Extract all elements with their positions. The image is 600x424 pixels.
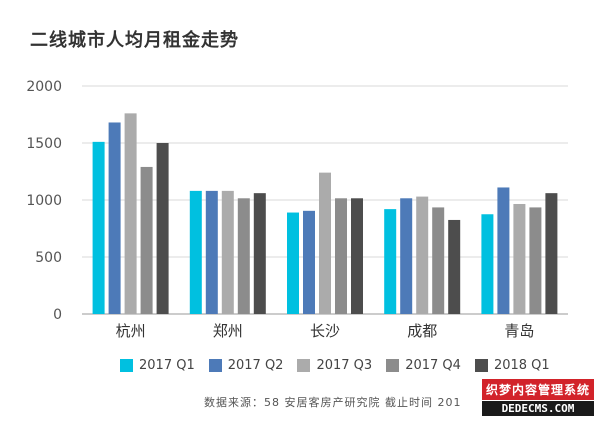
chart-legend: 2017 Q1 2017 Q2 2017 Q3 2017 Q4 2018 Q1 [120,356,564,374]
legend-swatch [297,358,311,372]
y-tick-label: 2000 [26,79,62,95]
legend-label: 2018 Q1 [493,357,550,373]
bar [253,193,266,314]
legend-item: 2017 Q1 [120,358,195,373]
legend-swatch [386,358,400,372]
x-tick-label: 杭州 [116,322,146,340]
bar [351,198,363,314]
watermark-logo: 织梦内容管理系统 DEDECMS.COM [481,379,594,416]
legend-swatch [120,358,133,372]
legend-item: 2018 Q1 [474,357,550,373]
bar [221,190,234,314]
bar [335,198,347,314]
bar [545,193,558,314]
bar [303,210,315,314]
legend-item: 2017 Q3 [297,358,372,373]
bar [108,122,121,314]
bar [124,113,137,314]
bar [205,190,218,314]
bar [513,203,526,314]
bar [497,187,510,314]
watermark-line2: DEDECMS.COM [481,401,594,416]
y-tick-label: 1000 [26,193,62,209]
watermark-line1: 织梦内容管理系统 [481,379,594,400]
bar [237,198,250,314]
chart-title: 二线城市人均月租金走势 [30,30,239,51]
bar [287,212,299,314]
bar [481,214,494,314]
legend-item: 2017 Q4 [386,358,461,373]
bar-chart: 0 500 1000 1500 2000 杭州 郑州 长沙 成都 青岛 [26,79,568,340]
y-tick-label: 1500 [26,136,62,152]
y-tick-label: 500 [35,250,62,266]
bars [92,113,558,314]
bar [384,209,397,314]
x-tick-label: 长沙 [310,322,340,340]
bar [529,207,542,314]
bar [156,143,169,314]
legend-item: 2017 Q2 [208,357,284,373]
legend-label: 2017 Q3 [316,357,373,373]
bar [189,190,202,314]
legend-label: 2017 Q1 [139,357,195,373]
bar [416,196,429,314]
bar [140,166,153,314]
x-tick-label: 郑州 [213,322,243,340]
x-axis-ticks: 杭州 郑州 长沙 成都 青岛 [116,322,535,340]
legend-swatch [474,358,488,372]
x-tick-label: 青岛 [504,322,534,340]
y-axis-ticks: 0 500 1000 1500 2000 [26,79,62,323]
bar [319,172,331,314]
source-note: 数据来源：58 安居客房产研究院 截止时间 201 [204,396,462,409]
legend-swatch [208,358,222,372]
x-tick-label: 成都 [407,322,437,340]
bar [448,219,461,314]
bar [400,198,413,314]
bar [92,141,105,314]
legend-label: 2017 Q2 [227,357,284,373]
y-tick-label: 0 [53,307,62,323]
legend-label: 2017 Q4 [405,357,461,373]
bar [432,207,445,314]
